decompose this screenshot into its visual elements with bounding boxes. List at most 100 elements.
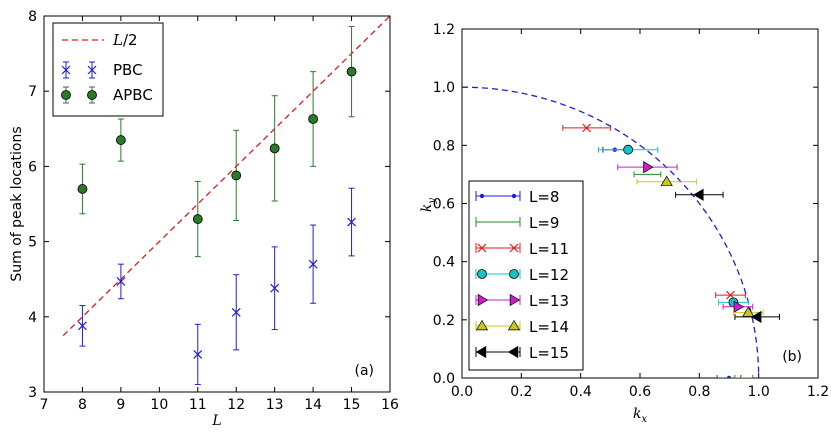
panel-a-legend-box — [52, 22, 164, 117]
l14-point — [742, 306, 755, 317]
pbc-point — [308, 259, 318, 269]
y-tick-label: 0.6 — [433, 197, 455, 213]
pbc-point — [116, 277, 126, 286]
panel-b-label: (b) — [782, 349, 802, 365]
l15-point — [750, 310, 762, 324]
x-tick-label: 1.0 — [748, 384, 770, 400]
legend-marker — [87, 90, 97, 100]
apbc-point — [269, 143, 280, 154]
legend-label-apbc: APBC — [113, 86, 153, 104]
y-tick-label: 7 — [28, 84, 37, 100]
x-tick-label: 16 — [381, 397, 399, 413]
y-tick-label: 3 — [28, 385, 37, 401]
legend-marker — [87, 65, 97, 75]
x-tick-label: 0.4 — [570, 384, 592, 400]
l14-point — [660, 175, 673, 186]
apbc-point — [115, 135, 126, 145]
pbc-point — [78, 321, 87, 331]
x-tick-label: 0.6 — [629, 384, 651, 400]
legend-label-l11: L=11 — [529, 240, 569, 258]
legend-marker-l11 — [477, 243, 487, 253]
panel-b-y-axis-label: ky — [419, 198, 438, 212]
pbc-point — [231, 307, 241, 317]
legend-marker-l14 — [507, 319, 521, 331]
y-tick-label: 5 — [28, 235, 37, 251]
legend-marker-l12 — [477, 269, 487, 279]
legend-marker-l15 — [475, 345, 487, 359]
l15-point — [693, 188, 704, 201]
x-tick-label: 0.2 — [510, 384, 532, 400]
legend-label-pbc: PBC — [113, 61, 143, 79]
panel-b-x-axis-label-sub: x — [641, 414, 647, 425]
panel-b-x-axis-label: kx — [633, 406, 647, 425]
legend-marker-l8 — [511, 193, 517, 199]
apbc-point — [346, 66, 357, 77]
legend-label-L: L — [112, 31, 123, 49]
legend-label-l12: L=12 — [529, 266, 569, 284]
legend-label-l8: L=8 — [529, 188, 559, 206]
legend-marker-l13 — [509, 293, 521, 307]
pbc-point — [193, 349, 203, 359]
legend-marker-l13 — [477, 293, 489, 307]
legend-marker-l15 — [507, 345, 519, 359]
y-tick-label: 4 — [28, 310, 37, 326]
apbc-point — [192, 214, 203, 224]
panel-a: 7 8 9 10 11 12 13 14 15 16 3 4 5 6 7 8 L Sum of peak lo… — [9, 9, 399, 429]
x-tick-label: 0.8 — [688, 384, 710, 400]
l13-point — [643, 161, 654, 174]
x-tick-label: 1.2 — [807, 384, 829, 400]
x-tick-label: 9 — [116, 397, 125, 413]
l12-point — [623, 144, 634, 155]
y-tick-label: 0.8 — [433, 138, 455, 154]
panel-b-x-axis-label-base: k — [633, 406, 641, 422]
panel-b-y-axis-label-sub: y — [427, 198, 438, 205]
pbc-point — [270, 283, 280, 293]
legend-label-l14: L=14 — [529, 318, 569, 336]
panel-b: 0.0 0.2 0.4 0.6 0.8 1.0 1.2 0.0 0.2 0.4 0.6 0.8 1.0 1… — [419, 22, 829, 425]
y-tick-label: 1.0 — [433, 80, 455, 96]
x-tick-label: 0.0 — [451, 384, 473, 400]
legend-label-l15: L=15 — [529, 344, 569, 362]
legend-marker — [61, 90, 71, 100]
panel-b-legend-box — [468, 180, 584, 371]
x-tick-label: 13 — [266, 397, 284, 413]
legend-marker-l11 — [509, 243, 519, 253]
apbc-point — [231, 170, 242, 181]
x-tick-label: 10 — [150, 397, 168, 413]
legend-label-L-over-2: L/2 — [112, 31, 138, 49]
legend-label-slash2: /2 — [123, 31, 138, 49]
legend-marker-l14 — [475, 319, 489, 331]
y-tick-label: 0.0 — [433, 371, 455, 387]
x-tick-label: 11 — [189, 397, 207, 413]
legend-marker-l8 — [479, 193, 485, 199]
apbc-point — [77, 184, 88, 194]
panel-a-ticks: 7 8 9 10 11 12 13 14 15 16 3 4 5 6 7 8 — [28, 9, 399, 413]
apbc-point — [308, 114, 319, 124]
panel-a-plot-area — [62, 16, 390, 385]
y-tick-label: 1.2 — [433, 22, 455, 38]
legend-label-l13: L=13 — [529, 292, 569, 310]
panel-a-legend: L/2 PBC APBC — [52, 22, 164, 117]
l13-point — [733, 300, 745, 313]
panel-b-ticks: 0.0 0.2 0.4 0.6 0.8 1.0 1.2 0.0 0.2 0.4 0.6 0.8 1.0 1… — [433, 22, 829, 400]
panel-b-legend: L=8 L=9 L=11 L=12 L=13 L=14 L=15 — [468, 180, 584, 371]
y-tick-label: 0.2 — [433, 313, 455, 329]
legend-marker — [61, 65, 71, 75]
panel-b-plot-area — [462, 86, 780, 378]
reference-line-L-over-2 — [62, 16, 390, 337]
x-tick-label: 8 — [78, 397, 87, 413]
panel-a-x-axis-label: L — [211, 413, 221, 429]
y-tick-label: 8 — [28, 9, 37, 25]
x-tick-label: 15 — [343, 397, 361, 413]
legend-marker-l12 — [509, 269, 519, 279]
y-tick-label: 0.4 — [433, 255, 455, 271]
x-tick-label: 7 — [40, 397, 49, 413]
pbc-point — [347, 217, 356, 227]
x-tick-label: 12 — [227, 397, 245, 413]
l11-point — [582, 123, 592, 133]
panel-a-frame — [43, 15, 391, 393]
l8-point — [726, 375, 732, 378]
panel-a-y-axis-label: Sum of peak locations — [9, 126, 25, 281]
y-tick-label: 6 — [28, 159, 37, 175]
